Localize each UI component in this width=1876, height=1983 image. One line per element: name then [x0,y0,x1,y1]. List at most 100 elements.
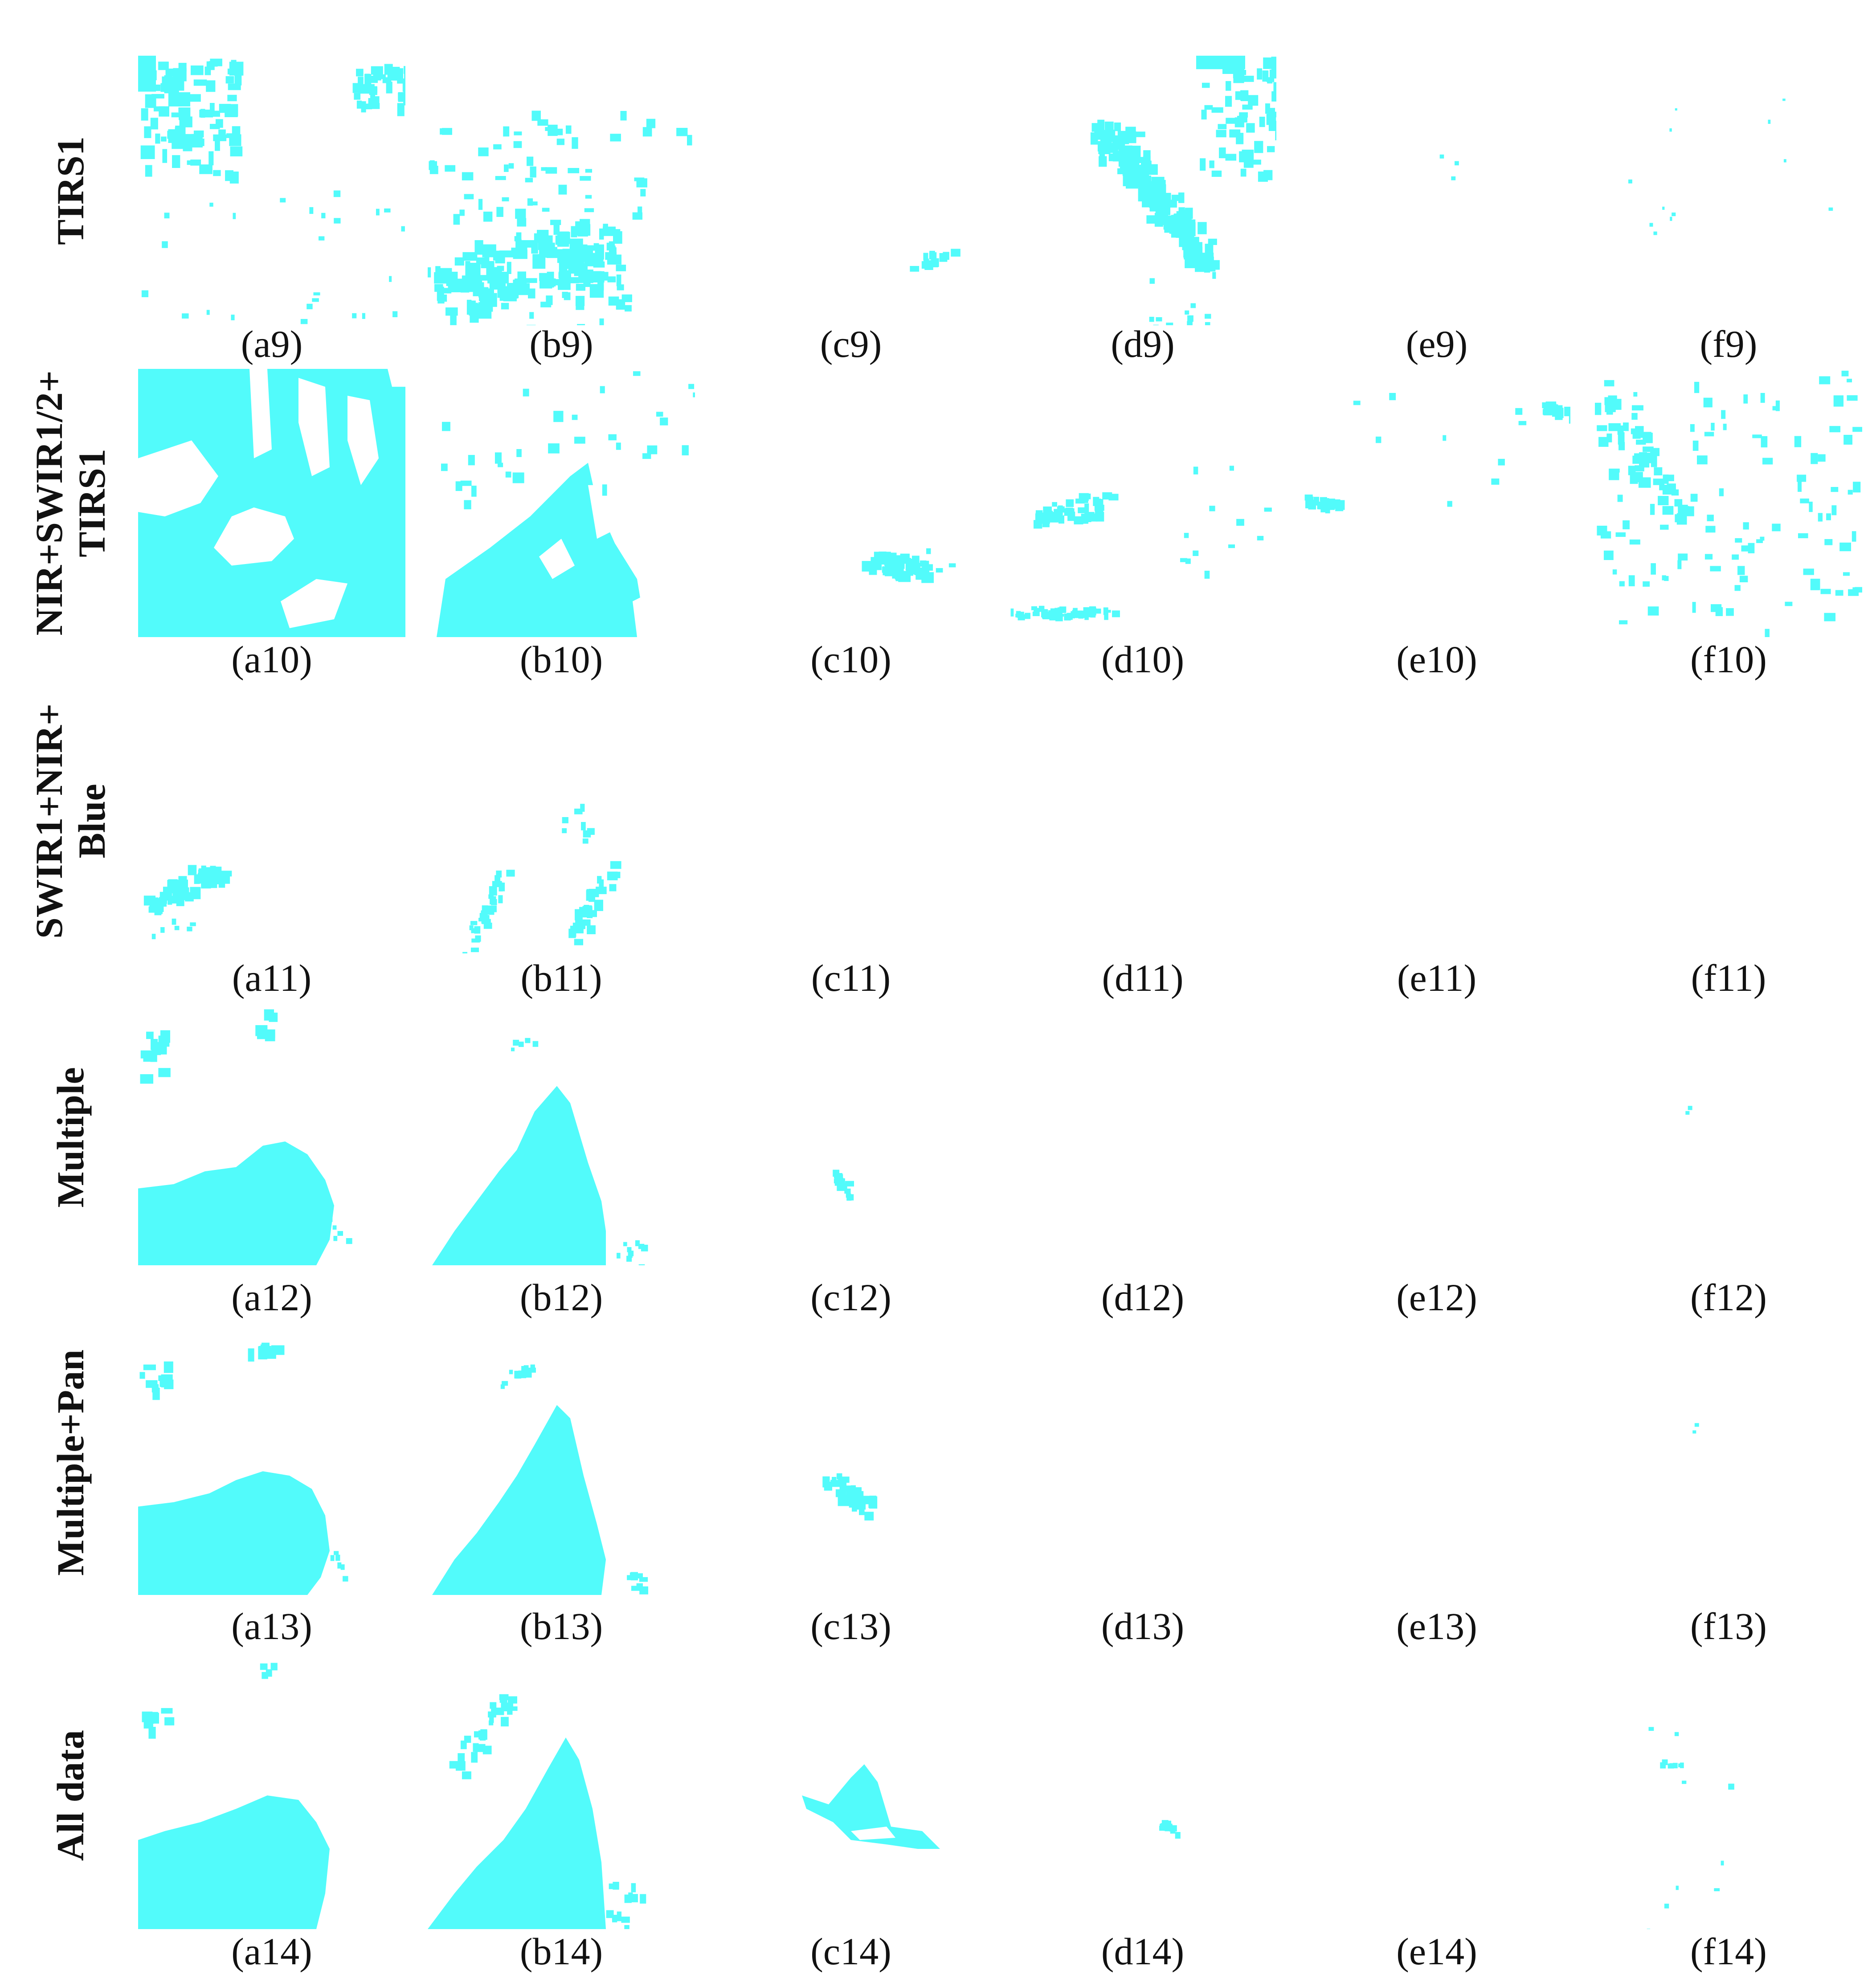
mask-speck [515,209,526,219]
mask-speck [599,228,604,240]
mask-speck [1264,507,1272,512]
mask-speck [1829,426,1841,433]
mask-speck [470,947,479,953]
mask-speck [610,871,621,879]
mask-speck [151,1039,158,1050]
mask-speck [1678,553,1688,561]
mask-speck [1612,569,1617,575]
mask-speck [1084,503,1089,513]
mask-speck [1267,77,1273,84]
mask-speck [148,1727,156,1739]
mask-speck [1768,119,1771,124]
mask-speck [1091,123,1104,132]
mask-image [1303,1330,1570,1595]
mask-speck [830,1480,843,1487]
classification-map-panel [1595,56,1862,325]
mask-speck [356,69,364,77]
mask-speck [500,1384,505,1389]
mask-speck [1229,466,1234,471]
mask-speck [926,548,931,554]
mask-speck [464,194,474,200]
mask-speck [610,134,621,142]
mask-speck [514,1370,519,1379]
mask-speck [882,566,891,573]
mask-speck [929,252,937,260]
mask-speck [264,1009,274,1021]
mask-speck [1443,435,1447,441]
mask-speck [1542,409,1551,415]
mask-speck [1032,611,1040,616]
mask-speck [523,278,537,283]
mask-speck [1080,611,1087,615]
mask-speck [600,386,605,393]
mask-speck [1643,433,1653,443]
mask-speck [1117,168,1132,175]
mask-speck [158,1068,171,1077]
mask-speck [910,266,920,272]
mask-speck [218,877,225,888]
mask-speck [1847,379,1852,383]
mask-gap [588,485,615,539]
mask-speck [624,1925,629,1929]
mask-speck [361,101,366,113]
mask-speck [1619,581,1625,587]
row-label: Multiple [49,1067,92,1208]
mask-speck [386,82,392,94]
mask-speck [159,1376,167,1387]
mask-speck [1175,1832,1181,1839]
mask-speck [1692,1430,1696,1434]
mask-speck [478,199,483,210]
mask-speck [837,1182,845,1191]
mask-image [138,1342,348,1595]
mask-speck [352,313,357,319]
mask-speck [185,892,194,902]
mask-speck [834,1178,841,1184]
mask-speck [175,127,186,138]
mask-speck [1251,159,1261,165]
mask-speck [1703,397,1713,408]
classification-map-panel [1595,369,1862,637]
mask-speck [639,1586,649,1595]
mask-speck [1275,131,1276,140]
mask-speck [1632,455,1645,464]
mask-speck [580,804,585,812]
mask-speck [147,1712,158,1722]
mask-speck [846,1195,852,1201]
mask-speck [141,108,148,121]
mask-speck [531,110,541,121]
mask-speck [1819,376,1831,384]
mask-speck [631,1586,640,1591]
mask-speck [369,75,375,81]
panel-caption: (a14) [231,1930,312,1973]
classification-map-panel [1595,1662,1862,1929]
mask-speck [1325,505,1330,514]
mask-speck [587,925,596,934]
mask-speck [1491,478,1500,485]
mask-speck [517,218,527,227]
mask-speck [1192,242,1200,253]
mask-speck [1242,75,1254,82]
panel-caption: (f13) [1690,1605,1767,1648]
classification-map-panel [1303,1330,1570,1595]
mask-speck [1149,317,1154,322]
panel-caption: (c9) [820,323,882,365]
mask-speck [266,1669,272,1677]
mask-speck [1651,455,1657,467]
mask-speck [178,63,187,72]
mask-speck [523,388,529,397]
mask-speck [545,127,556,131]
classification-map-panel [1595,688,1862,953]
mask-speck [1743,522,1749,530]
classification-map-panel [717,1330,985,1595]
mask-speck [1185,310,1189,315]
mask-speck [478,302,489,307]
mask-speck [471,938,480,943]
mask-speck [607,276,616,282]
mask-image [1010,466,1272,621]
mask-speck [1154,213,1163,227]
mask-speck [1662,506,1674,515]
mask-speck [508,163,514,169]
mask-image [432,1038,648,1265]
undefined [432,1086,606,1265]
mask-speck [1184,252,1196,260]
